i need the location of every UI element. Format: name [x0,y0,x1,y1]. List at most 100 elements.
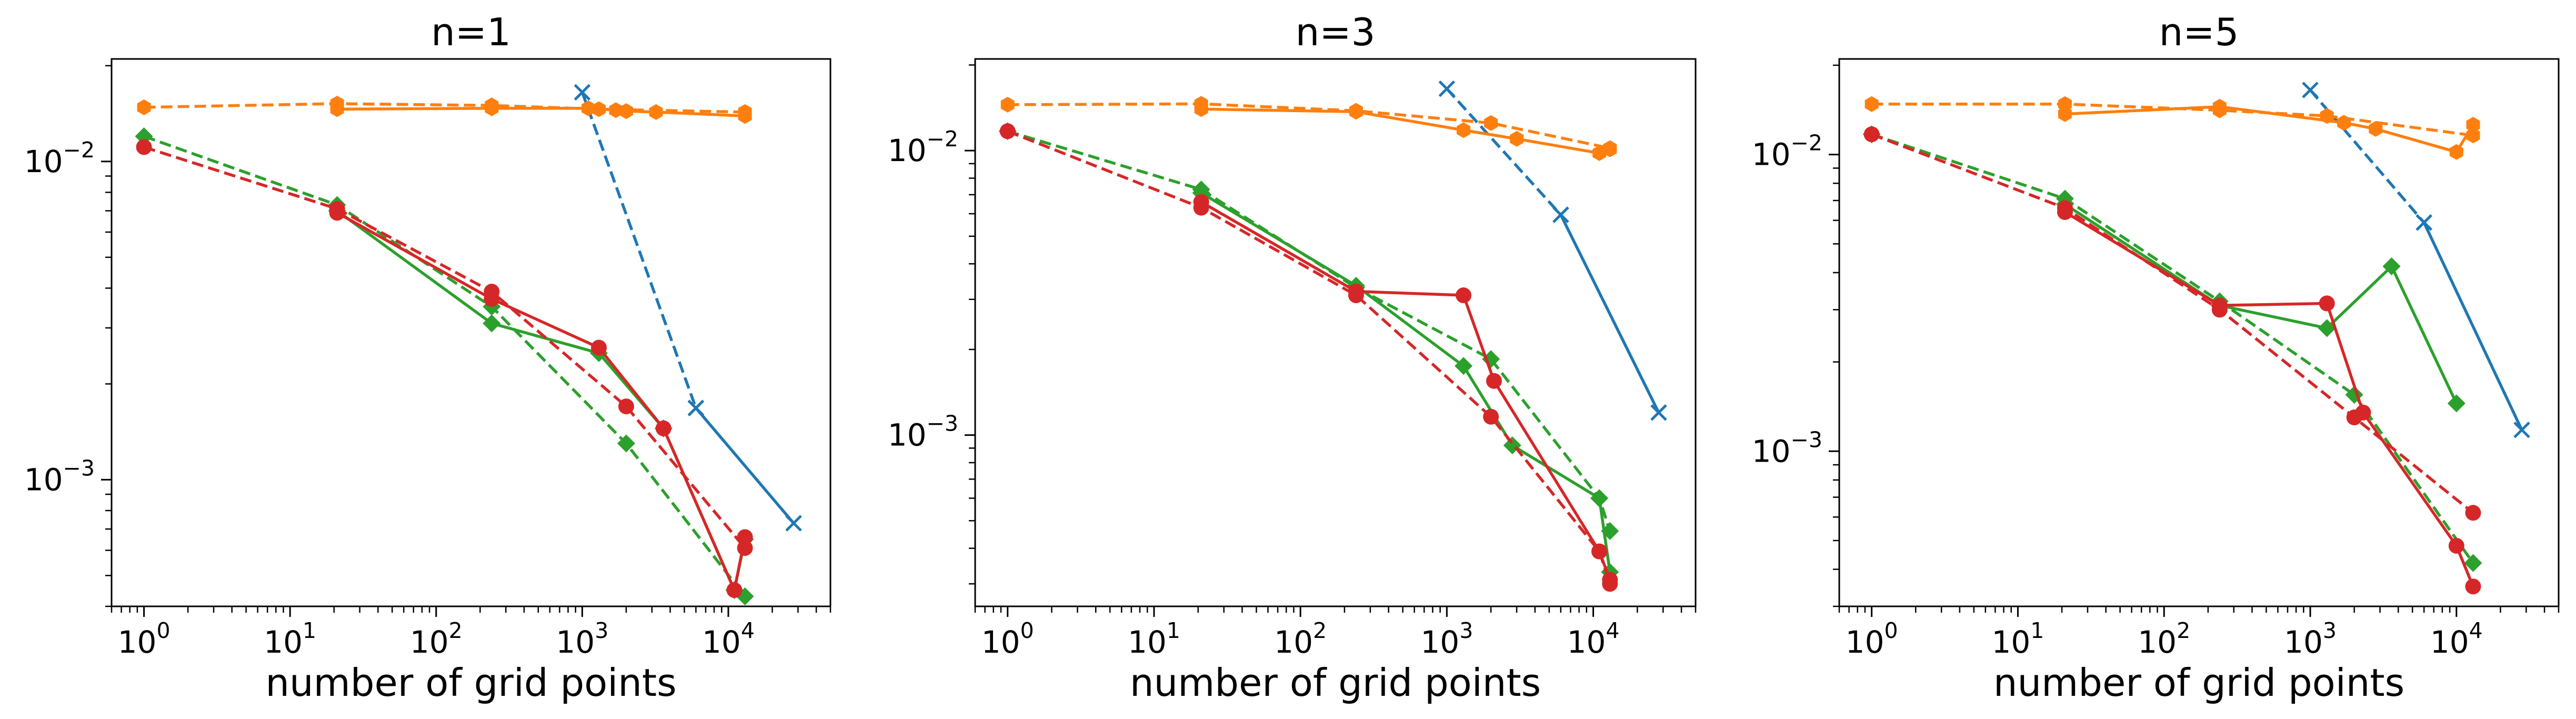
axes-frame [111,58,831,607]
data-point [485,100,499,116]
x-tick-label: 101 [1128,618,1180,660]
x-tick-label: 103 [556,618,608,660]
chart-panel-2: n=3 100 101 102 103 104 10−2 10−3 number of grid… [888,10,1697,705]
data-point [619,103,633,119]
data-point [2058,96,2072,112]
data-point [609,102,623,118]
data-point [1591,543,1608,560]
series-3 [1865,96,2480,144]
plot-area [135,84,802,606]
series-line [580,92,697,409]
series-5 [998,122,1619,540]
data-point [785,515,802,532]
data-point [2513,421,2530,438]
series-line [695,407,795,524]
data-point [2447,394,2465,413]
data-point [2448,537,2464,554]
data-point [2302,82,2319,98]
series-line [336,211,747,592]
data-point [1590,489,1609,507]
x-tick-label: 101 [264,618,316,660]
y-tick-label: 10−2 [888,126,958,168]
x-tick-label: 104 [2430,618,2483,660]
x-tick-label: 102 [410,618,463,660]
data-point [2465,505,2481,521]
series-1 [2302,82,2432,231]
data-point [726,582,743,598]
series-line [1559,214,1660,414]
data-point [2319,295,2335,312]
data-point [2355,404,2371,421]
y-tick-label: 10−3 [888,411,958,453]
y-tick-label: 10−2 [1752,131,1822,173]
series-8 [1193,194,1618,588]
data-point [617,434,635,453]
data-point [574,84,591,101]
series-2 [687,400,802,532]
data-point [1510,131,1524,147]
chart-panel-1: n=1 100 101 102 103 104 10−2 10−3 number of grid… [24,10,831,705]
series-line [1200,192,1611,573]
data-point [1456,287,1472,304]
data-point [1349,104,1363,120]
series-line [1200,201,1611,581]
chart-title: n=1 [431,10,511,54]
data-point [1457,122,1470,138]
data-point [330,101,344,117]
x-axis-label: number of grid points [265,661,676,705]
x-tick-label: 102 [1274,618,1327,660]
axes-frame [1838,58,2560,607]
data-point [1194,101,1208,117]
series-6 [1192,184,1619,581]
series-line [1871,133,2474,514]
series-line [1871,133,2474,564]
x-tick-label: 102 [2138,618,2190,660]
series-line [1007,129,1611,532]
series-line [143,145,746,549]
x-tick-label: 100 [981,618,1034,660]
data-point [2058,106,2072,122]
series-7 [136,139,753,556]
x-axis-label: number of grid points [1130,661,1541,705]
series-line [2064,105,2474,154]
data-point [483,314,501,333]
data-point [1483,408,1499,425]
data-point [737,529,753,545]
series-5 [1862,125,2482,572]
data-point [2449,144,2463,160]
data-point [484,291,500,307]
data-point [1000,96,1015,113]
data-point [1863,126,1880,143]
minor-ticks [105,65,831,613]
data-point [591,339,607,356]
series-3 [1000,96,1617,156]
series-4 [1194,101,1617,161]
series-7 [999,123,1618,592]
series-2 [2415,214,2530,438]
data-point [687,400,705,416]
data-point [1348,283,1364,299]
chart-title: n=3 [1296,10,1376,54]
series-5 [135,127,754,606]
data-point [1193,194,1209,210]
series-line [1446,87,1562,216]
x-tick-label: 104 [702,618,755,660]
data-point [1552,206,1569,223]
series-line [2064,211,2475,587]
series-7 [1863,126,2481,521]
series-line [336,209,747,592]
series-4 [330,100,752,124]
minor-ticks [969,64,1697,613]
data-point [2382,257,2401,275]
data-point [2369,121,2383,137]
data-point [2318,319,2336,337]
series-1 [1438,80,1569,223]
minor-ticks [1833,64,2560,613]
data-point [1484,115,1498,131]
data-point [999,123,1016,139]
x-tick-label: 103 [1420,618,1473,660]
axes-frame [974,58,1697,607]
data-point [1486,373,1502,389]
data-point [1865,96,1879,112]
